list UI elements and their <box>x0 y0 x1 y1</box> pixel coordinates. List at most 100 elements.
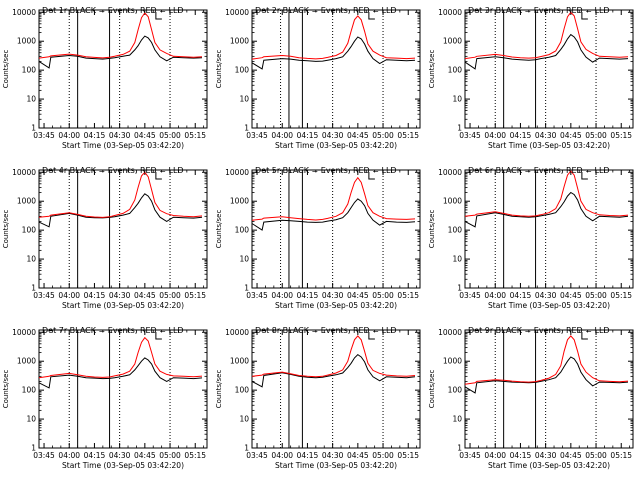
bracket-marker <box>368 172 375 180</box>
y-tick-label: 1 <box>31 444 36 453</box>
y-tick-label: 1 <box>244 444 249 453</box>
x-tick-label: 05:00 <box>372 131 394 140</box>
y-tick-label: 10000 <box>12 328 36 337</box>
lld-series-line <box>38 171 203 218</box>
x-tick-label: 05:15 <box>610 291 632 300</box>
x-tick-label: 04:45 <box>347 451 369 460</box>
x-tick-label: 04:00 <box>484 131 506 140</box>
detector-chart-7: 1 10 100 1000 10000 03:45 04:00 04:15 04:30 04:45… <box>2 326 208 470</box>
x-tick-label: 03:45 <box>246 131 268 140</box>
detector-chart-8: 1 10 100 1000 10000 03:45 04:00 04:15 04:30 04:45… <box>215 326 421 470</box>
chart-title: Det 5r BLACK = Events, RED = LLD <box>255 166 397 175</box>
x-tick-label: 03:45 <box>246 451 268 460</box>
x-tick-label: 04:30 <box>322 451 344 460</box>
y-tick-label: 10000 <box>225 168 249 177</box>
lld-series-line <box>464 11 629 60</box>
plot-frame <box>38 9 208 129</box>
x-tick-label: 04:15 <box>84 131 106 140</box>
x-tick-label: 03:45 <box>33 451 55 460</box>
x-tick-label: 04:30 <box>322 291 344 300</box>
y-axis-label: Counts/sec <box>428 210 436 249</box>
x-tick-label: 04:00 <box>271 291 293 300</box>
y-tick-label: 10 <box>239 95 249 104</box>
y-axis-label: Counts/sec <box>215 370 223 409</box>
plot-frame <box>38 169 208 289</box>
y-axis-label: Counts/sec <box>2 370 10 409</box>
detector-chart-5: 1 10 100 1000 10000 03:45 04:00 04:15 04:30 04:45… <box>215 166 421 310</box>
y-tick-label: 1000 <box>443 37 462 46</box>
x-tick-label: 03:45 <box>33 291 55 300</box>
x-tick-label: 04:15 <box>84 451 106 460</box>
chart-title: Det 4r BLACK = Events, RED = LLD <box>42 166 184 175</box>
x-tick-label: 04:00 <box>58 131 80 140</box>
x-tick-label: 05:00 <box>159 291 181 300</box>
x-tick-label: 04:15 <box>297 131 319 140</box>
chart-title: Det 8r BLACK = Events, RED = LLD <box>255 326 397 335</box>
x-tick-label: 05:00 <box>159 131 181 140</box>
y-tick-label: 1 <box>244 284 249 293</box>
lld-series-line <box>464 335 629 385</box>
x-axis-label: Start Time (03-Sep-05 03:42:20) <box>488 301 610 310</box>
bracket-marker <box>155 332 162 340</box>
y-tick-label: 1000 <box>230 197 249 206</box>
x-tick-label: 05:00 <box>372 291 394 300</box>
y-tick-label: 1 <box>244 124 249 133</box>
y-tick-label: 1 <box>31 124 36 133</box>
chart-title: Det 9r BLACK = Events, RED = LLD <box>468 326 610 335</box>
lld-series-line <box>251 15 416 60</box>
x-tick-label: 04:15 <box>297 451 319 460</box>
y-tick-label: 10 <box>452 255 462 264</box>
detector-chart-9: 1 10 100 1000 10000 03:45 04:00 04:15 04:30 04:45… <box>428 326 634 470</box>
x-tick-label: 05:15 <box>184 451 206 460</box>
events-series-line <box>464 191 629 228</box>
y-tick-label: 10 <box>452 95 462 104</box>
x-tick-label: 04:30 <box>535 451 557 460</box>
y-tick-label: 1000 <box>17 37 36 46</box>
y-axis-label: Counts/sec <box>2 50 10 89</box>
x-tick-label: 05:00 <box>372 451 394 460</box>
x-tick-label: 04:45 <box>560 291 582 300</box>
chart-title: Det 7r BLACK = Events, RED = LLD <box>42 326 184 335</box>
y-tick-label: 100 <box>22 386 37 395</box>
x-tick-label: 04:45 <box>134 451 156 460</box>
y-tick-label: 1000 <box>443 197 462 206</box>
plot-frame <box>251 169 421 289</box>
x-axis-label: Start Time (03-Sep-05 03:42:20) <box>275 141 397 150</box>
y-axis-label: Counts/sec <box>215 210 223 249</box>
y-tick-label: 1000 <box>230 357 249 366</box>
y-tick-label: 10000 <box>438 8 462 17</box>
x-axis-label: Start Time (03-Sep-05 03:42:20) <box>62 301 184 310</box>
y-tick-label: 10000 <box>438 168 462 177</box>
y-tick-label: 100 <box>235 386 250 395</box>
events-series-line <box>38 35 203 69</box>
events-series-line <box>464 356 629 394</box>
y-tick-label: 10000 <box>225 8 249 17</box>
chart-title: Det 1r BLACK = Events, RED = LLD <box>42 6 184 15</box>
chart-title: Det 3r BLACK = Events, RED = LLD <box>468 6 610 15</box>
x-tick-label: 04:45 <box>134 291 156 300</box>
x-axis-label: Start Time (03-Sep-05 03:42:20) <box>275 461 397 470</box>
y-tick-label: 10 <box>452 415 462 424</box>
x-tick-label: 04:30 <box>322 131 344 140</box>
detector-chart-4: 1 10 100 1000 10000 03:45 04:00 04:15 04:30 04:45… <box>2 166 208 310</box>
x-tick-label: 03:45 <box>246 291 268 300</box>
plot-frame <box>251 9 421 129</box>
plot-frame <box>464 329 634 449</box>
x-tick-label: 04:45 <box>560 451 582 460</box>
y-tick-label: 1000 <box>17 197 36 206</box>
y-tick-label: 10000 <box>12 8 36 17</box>
x-axis-label: Start Time (03-Sep-05 03:42:20) <box>488 461 610 470</box>
x-tick-label: 05:15 <box>184 291 206 300</box>
x-tick-label: 04:15 <box>297 291 319 300</box>
events-series-line <box>464 33 629 70</box>
detector-chart-1: 1 10 100 1000 10000 03:45 04:00 04:15 04:30 04:45… <box>2 6 208 150</box>
plot-frame <box>464 169 634 289</box>
y-axis-label: Counts/sec <box>2 210 10 249</box>
bracket-marker <box>368 332 375 340</box>
lld-series-line <box>251 335 416 378</box>
detector-chart-3: 1 10 100 1000 10000 03:45 04:00 04:15 04:30 04:45… <box>428 6 634 150</box>
y-tick-label: 1 <box>457 284 462 293</box>
x-axis-label: Start Time (03-Sep-05 03:42:20) <box>62 461 184 470</box>
y-tick-label: 100 <box>22 66 37 75</box>
